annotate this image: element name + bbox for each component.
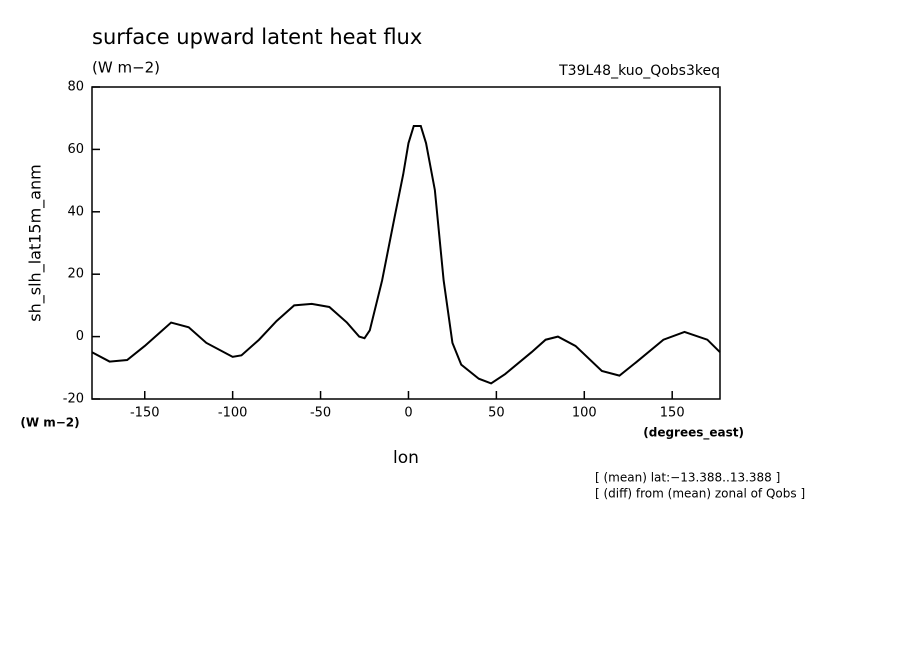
x-tick-label: -50 bbox=[310, 406, 331, 421]
x-tick-label: 100 bbox=[572, 406, 597, 421]
y-tick-label: -20 bbox=[63, 392, 84, 407]
x-tick-label: 150 bbox=[660, 406, 685, 421]
y-tick-label: 20 bbox=[67, 267, 84, 282]
y-tick-label: 40 bbox=[67, 204, 84, 219]
x-tick-label: 0 bbox=[404, 406, 412, 421]
x-axis-label: lon bbox=[393, 448, 419, 468]
y-tick-label: 60 bbox=[67, 142, 84, 157]
y-axis-label: sh_slh_lat15m_anm bbox=[26, 164, 46, 321]
y-units: (W m−2) bbox=[20, 416, 79, 430]
note: [ (mean) lat:−13.388..13.388 ] bbox=[595, 471, 780, 485]
experiment: T39L48_kuo_Qobs3keq bbox=[558, 63, 720, 79]
y-tick-label: 80 bbox=[67, 80, 84, 95]
plot-frame bbox=[91, 86, 721, 400]
note: [ (diff) from (mean) zonal of Qobs ] bbox=[595, 487, 805, 501]
x-units: (degrees_east) bbox=[643, 426, 744, 441]
units: (W m−2) bbox=[92, 59, 160, 77]
x-tick-label: -150 bbox=[130, 406, 160, 421]
y-tick-label: 0 bbox=[76, 329, 84, 344]
x-tick-label: 50 bbox=[488, 406, 505, 421]
data-line bbox=[91, 125, 721, 385]
x-tick-label: -100 bbox=[218, 406, 248, 421]
chart-title: surface upward latent heat flux bbox=[92, 25, 422, 49]
